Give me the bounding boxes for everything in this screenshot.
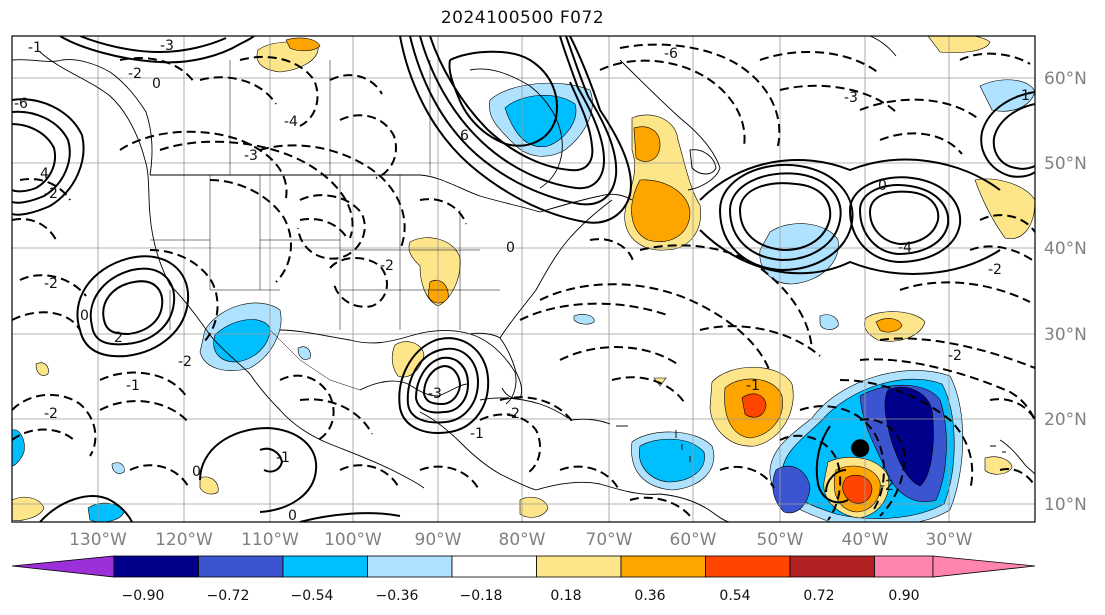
contour-label: -1 [28,40,42,56]
lon-label: 100°W [324,530,382,550]
contour-label: 0 [80,308,89,324]
contour-label: -2 [948,348,962,364]
colorbar-tick-label: 0.54 [719,588,750,604]
contour-label: -2 [44,406,58,422]
colorbar [11,555,1036,578]
contour-label: -6 [664,46,678,62]
colorbar-segment [282,555,368,578]
colorbar-segment [536,555,622,578]
lon-label: 30°W [926,530,973,550]
colorbar-ticks: −0.90 −0.72 −0.54 −0.36 −0.18 0.18 0.36 … [122,588,920,604]
contours [12,36,1035,522]
lon-label: 90°W [415,530,462,550]
colorbar-tick-label: 0.90 [888,588,919,604]
contour-label: 0 [878,178,887,194]
contour-label: 2 [114,330,123,346]
contour-label: -1 [276,450,290,466]
contour-label: -2 [128,66,142,82]
lat-label: 30°N [1044,325,1087,345]
contour-label: 0 [288,508,297,524]
contour-label: -4 [898,240,912,256]
lon-label: 40°W [842,530,889,550]
lat-label: 40°N [1044,239,1087,259]
colorbar-segment [874,555,934,578]
colorbar-tick-label: −0.54 [291,588,334,604]
longitude-labels: 130°W 120°W 110°W 100°W 90°W 80°W 70°W 6… [69,530,973,550]
storm-marker [851,439,870,458]
colorbar-under [11,555,115,578]
contour-label: -1 [470,426,484,442]
colorbar-tick-label: 0.18 [550,588,581,604]
contour-label: -3 [428,386,442,402]
lon-label: 120°W [155,530,213,550]
colorbar-segment [451,555,537,578]
contour-label: -3 [244,148,258,164]
contour-label: -3 [160,38,174,54]
contour-label: -1 [1016,88,1030,104]
colorbar-tick-label: −0.36 [376,588,419,604]
lat-label: 50°N [1044,154,1087,174]
lat-label: 60°N [1044,69,1087,89]
contour-label: -4 [284,114,298,130]
plot-frame [11,35,1036,523]
colorbar-tick-label: −0.18 [460,588,503,604]
latitude-labels: 60°N 50°N 40°N 30°N 20°N 10°N [1044,69,1087,515]
lat-label: 20°N [1044,410,1087,430]
plot-area: -1 -3 -2 0 -4 -6 -3 -2 -2 0 -2 2 -1 -2 -… [12,36,1035,524]
contour-labels: -1 -3 -2 0 -4 -6 -3 -2 -2 0 -2 2 -1 -2 -… [14,38,1030,524]
contour-label: -2 [880,478,894,494]
lon-label: 70°W [586,530,633,550]
contour-label: -2 [506,406,520,422]
lat-label: 10°N [1044,495,1087,515]
lon-label: 130°W [69,530,127,550]
contour-label: -2 [44,276,58,292]
contour-label: -6 [14,96,28,112]
contour-label: 0 [192,464,201,480]
contour-label: -3 [844,90,858,106]
contour-label: -1 [126,378,140,394]
lon-label: 110°W [241,530,299,550]
lon-label: 50°W [757,530,804,550]
contour-label: -2 [178,354,192,370]
colorbar-segment [705,555,791,578]
colorbar-segment [113,555,199,578]
contour-label: -1 [746,378,760,394]
lon-label: 60°W [670,530,717,550]
contour-label: -2 [988,262,1002,278]
coastlines [12,36,1035,522]
contour-label: -2 [44,186,58,202]
colorbar-tick-label: −0.90 [122,588,165,604]
colorbar-tick-label: 0.72 [803,588,834,604]
lon-label: 80°W [499,530,546,550]
contour-label: 6 [460,128,469,144]
contour-label: -2 [380,258,394,274]
contour-label: 0 [506,240,515,256]
colorbar-segment [198,555,284,578]
contour-label: 4 [40,166,49,182]
colorbar-tick-label: −0.72 [207,588,250,604]
contour-label: 0 [152,76,161,92]
colorbar-segment [367,555,453,578]
colorbar-segment [620,555,706,578]
colorbar-over [932,555,1036,578]
colorbar-tick-label: 0.36 [634,588,665,604]
map-title: 2024100500 F072 [440,8,605,28]
colorbar-segment [789,555,875,578]
